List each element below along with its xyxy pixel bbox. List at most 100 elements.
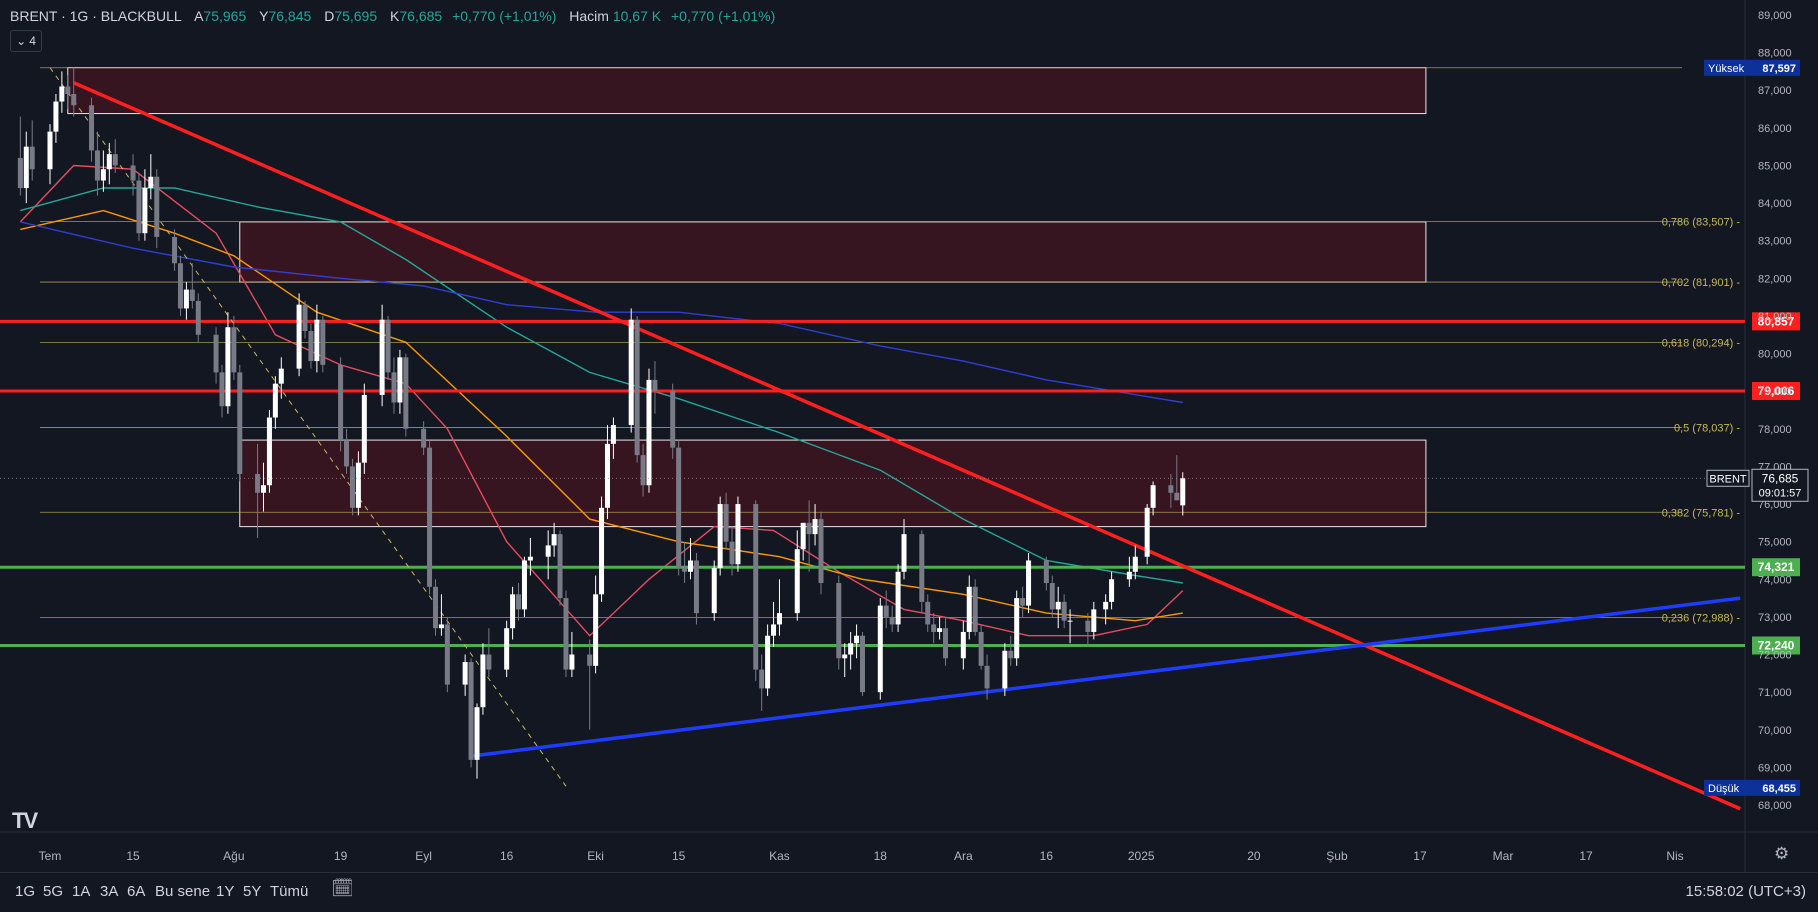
candle-body <box>717 504 723 568</box>
key-level-price: 80,857 <box>1758 314 1795 328</box>
open-label: A <box>194 8 204 24</box>
extreme-price-value: 68,455 <box>1762 783 1796 795</box>
candle-body <box>919 534 925 602</box>
symbol-title[interactable]: BRENT · 1G · BLACKBULL <box>10 8 182 24</box>
candle-body <box>1174 492 1180 501</box>
change-value: +0,770 (+1,01%) <box>452 8 557 24</box>
legend-header: BRENT · 1G · BLACKBULL A75,965 Y76,845 D… <box>10 8 775 24</box>
candle-body <box>604 443 610 508</box>
candle-body <box>889 616 895 625</box>
price-axis-tick-label: 73,000 <box>1758 612 1792 624</box>
candle-body <box>640 455 646 486</box>
candle-body <box>427 447 433 587</box>
time-axis-tick-label: 15 <box>672 849 686 863</box>
candle-body <box>1008 650 1014 659</box>
candle-body <box>183 289 189 309</box>
symbol-price-tag-label: BRENT <box>1709 473 1747 485</box>
candle-body <box>130 165 136 181</box>
candle-body <box>349 466 355 508</box>
candle-body <box>682 568 688 572</box>
indicator-collapse-button[interactable]: ⌄ 4 <box>10 30 42 52</box>
range-button-all[interactable]: Tümü <box>270 883 309 900</box>
candle-body <box>818 519 824 584</box>
candle-body <box>112 154 118 166</box>
range-button-5y[interactable]: 5Y <box>243 883 262 900</box>
candle-body <box>759 669 765 689</box>
candle-body <box>753 504 759 670</box>
trend-line <box>73 81 1741 811</box>
candle-body <box>693 560 699 614</box>
moving-average-line <box>20 221 1183 404</box>
candle-body <box>877 605 883 693</box>
candle-body <box>557 534 563 599</box>
gear-icon[interactable]: ⚙ <box>1774 844 1790 863</box>
extreme-price-badge <box>1704 59 1800 76</box>
candle-body <box>444 624 450 685</box>
price-axis-tick-label: 86,000 <box>1758 123 1792 135</box>
candle-body <box>136 180 142 234</box>
moving-average-line <box>20 187 1183 584</box>
range-button-ytd[interactable]: Bu sene <box>155 883 211 900</box>
candle-body <box>925 601 931 625</box>
candle-body <box>901 534 907 572</box>
candle-body <box>883 605 889 617</box>
price-chart[interactable]: 1 (80,786 (83,507) -0,702 (81,901) -0,61… <box>0 0 1818 872</box>
range-button-1a[interactable]: 1A <box>72 883 91 900</box>
candle-body <box>1103 601 1109 610</box>
last-price-badge <box>1751 468 1809 502</box>
fib-level-label: 0,618 (80,294) - <box>1662 338 1741 350</box>
candle-body <box>474 707 480 760</box>
candle-body <box>71 94 77 106</box>
candle-body <box>231 327 237 373</box>
clock[interactable]: 15:58:02 (UTC+3) <box>1685 883 1806 900</box>
candle-body <box>385 319 391 373</box>
candle-body <box>1150 485 1156 508</box>
range-button-5g[interactable]: 5G <box>43 883 64 900</box>
candle-body <box>966 586 972 632</box>
calendar-icon[interactable]: 🗓 <box>331 878 354 898</box>
fib-level-label: 0,5 (78,037) - <box>1674 422 1740 434</box>
candle-body <box>486 654 492 670</box>
candle-body <box>521 560 527 610</box>
candle-body <box>1091 609 1097 632</box>
candle-body <box>670 391 676 448</box>
candle-body <box>361 394 367 463</box>
range-button-6a[interactable]: 6A <box>127 883 146 900</box>
candle-body <box>225 327 231 407</box>
candle-body <box>800 522 806 550</box>
candle-body <box>972 586 978 632</box>
price-axis-tick-label: 74,000 <box>1758 574 1792 586</box>
candle-body <box>302 304 308 331</box>
key-level-badge <box>1752 636 1800 655</box>
high-label: Y <box>259 8 269 24</box>
price-axis-tick-label: 88,000 <box>1758 48 1792 60</box>
range-button-3a[interactable]: 3A <box>100 883 119 900</box>
candle-body <box>545 545 551 557</box>
price-axis-tick-label: 68,000 <box>1758 800 1792 812</box>
candle-body <box>1014 598 1020 659</box>
candle-body <box>142 188 148 234</box>
price-axis-tick-label: 81,000 <box>1758 311 1792 323</box>
range-button-1y[interactable]: 1Y <box>216 883 235 900</box>
candle-body <box>320 319 326 365</box>
resistance-zone <box>67 67 1427 115</box>
timeframe-bar: 1G 5G 1A 3A 6A Bu sene 1Y 5Y Tümü 15:58:… <box>0 872 1818 912</box>
price-axis-tick-label: 75,000 <box>1758 537 1792 549</box>
high-value: 76,845 <box>268 8 312 24</box>
tradingview-logo-icon[interactable]: TV <box>12 808 38 833</box>
candle-body <box>848 643 854 655</box>
candle-body <box>1043 560 1049 584</box>
fib-level-label: 0,236 (72,988) - <box>1662 612 1741 624</box>
candle-body <box>842 654 848 659</box>
candle-body <box>432 586 438 629</box>
price-axis-tick-label: 84,000 <box>1758 198 1792 210</box>
candle-body <box>106 154 112 170</box>
candle-body <box>468 662 474 760</box>
range-button-1g[interactable]: 1G <box>15 883 36 900</box>
fib-level-label: 0,786 (83,507) - <box>1662 217 1741 229</box>
candle-body <box>1067 620 1073 622</box>
candle-body <box>172 236 178 264</box>
candle-body <box>587 654 593 666</box>
price-axis-tick-label: 80,000 <box>1758 349 1792 361</box>
candle-body <box>593 594 599 666</box>
